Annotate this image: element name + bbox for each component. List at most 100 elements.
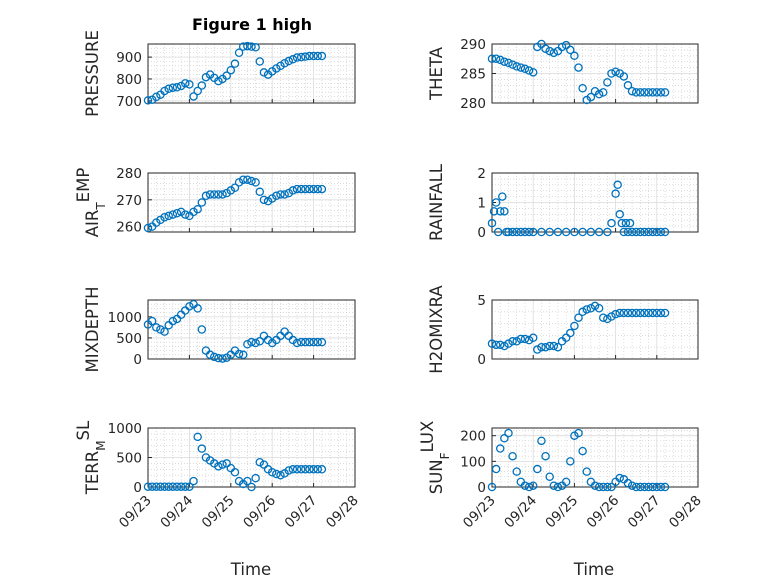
data-point — [524, 482, 534, 492]
y-axis-label: THETA — [427, 46, 446, 101]
data-point — [615, 210, 624, 219]
data-point — [214, 353, 223, 363]
data-point — [238, 42, 248, 51]
axes-frame — [147, 43, 356, 104]
data-point — [147, 482, 157, 491]
data-point — [201, 72, 211, 82]
data-point — [631, 227, 641, 237]
data-point — [640, 88, 649, 97]
data-point — [574, 428, 583, 438]
data-point — [280, 190, 289, 199]
data-point — [636, 88, 645, 97]
data-point — [288, 465, 298, 474]
data-point — [528, 481, 538, 490]
data-point — [561, 333, 571, 343]
data-point — [296, 337, 306, 347]
data-point — [512, 62, 521, 71]
x-tick-label: 09/26 — [240, 493, 279, 532]
data-point — [524, 227, 534, 237]
data-point — [594, 89, 604, 99]
data-point — [193, 204, 202, 214]
axes-h2omixra: 0 5 H2OMIXRA — [427, 285, 699, 374]
y-tick-label: 700 — [116, 94, 142, 110]
data-point — [656, 308, 666, 318]
data-point — [272, 64, 281, 73]
data-point — [660, 308, 670, 318]
data-point — [495, 444, 505, 453]
y-tick-label: 0 — [133, 352, 142, 368]
data-point — [648, 88, 657, 97]
x-tick-label: 09/26 — [584, 493, 623, 532]
axes-rainfall: 0 1 2 RAINFALL — [427, 163, 699, 241]
data-point — [251, 178, 260, 187]
data-point — [640, 227, 649, 237]
data-point — [247, 482, 256, 492]
data-point — [243, 175, 252, 184]
data-point — [512, 227, 521, 237]
y-axis-label: RAINFALL — [427, 163, 446, 241]
data-point — [309, 337, 318, 347]
y-tick-label: 1000 — [108, 421, 142, 437]
data-point — [276, 190, 285, 199]
data-point — [193, 304, 202, 313]
data-point — [495, 55, 505, 65]
data-point — [504, 58, 513, 68]
data-point — [305, 51, 314, 61]
data-point — [520, 227, 530, 237]
data-point — [640, 482, 649, 492]
data-point — [259, 460, 269, 469]
data-point — [255, 187, 265, 197]
data-point — [644, 227, 653, 237]
data-point — [631, 308, 641, 318]
data-point — [292, 465, 302, 474]
data-point — [243, 41, 252, 51]
data-point — [627, 481, 637, 490]
data-point — [317, 465, 327, 474]
data-point — [251, 338, 260, 348]
data-point — [317, 337, 327, 347]
data-point — [553, 342, 563, 352]
y-tick-label: 2 — [477, 166, 486, 182]
data-point — [648, 308, 657, 318]
data-point — [495, 207, 505, 216]
data-point — [508, 451, 517, 461]
data-point — [528, 68, 538, 77]
data-point — [160, 482, 169, 491]
data-point — [172, 208, 182, 218]
data-point — [578, 307, 587, 317]
data-point — [508, 337, 517, 346]
x-axis-label-right: Time — [573, 560, 614, 579]
data-point — [247, 337, 256, 347]
data-point — [214, 190, 223, 199]
axes-air-temp: 260 270 280 AIRTEMP — [74, 166, 356, 237]
data-point — [181, 210, 190, 219]
data-point — [284, 56, 294, 66]
data-point — [615, 308, 624, 318]
data-point — [561, 477, 571, 487]
data-point — [504, 339, 513, 348]
data-point — [594, 304, 604, 313]
data-point — [172, 83, 182, 92]
data-point — [566, 328, 575, 338]
data-point — [230, 467, 240, 477]
data-point — [594, 482, 604, 492]
data-point — [561, 227, 571, 237]
data-point — [276, 470, 285, 480]
data-point — [545, 46, 554, 56]
data-point — [586, 304, 596, 313]
data-point — [243, 476, 252, 486]
data-point — [218, 354, 227, 363]
data-point — [152, 323, 161, 332]
data-point — [313, 184, 322, 194]
axes-frame — [491, 299, 699, 360]
data-point — [504, 428, 513, 438]
data-point — [594, 227, 604, 237]
data-point — [267, 467, 277, 477]
data-point — [255, 57, 265, 66]
data-point — [549, 341, 559, 351]
data-point — [603, 227, 612, 237]
data-point — [619, 72, 629, 81]
data-point — [495, 340, 505, 350]
y-tick-label: 1000 — [108, 310, 142, 326]
data-point — [607, 69, 616, 78]
